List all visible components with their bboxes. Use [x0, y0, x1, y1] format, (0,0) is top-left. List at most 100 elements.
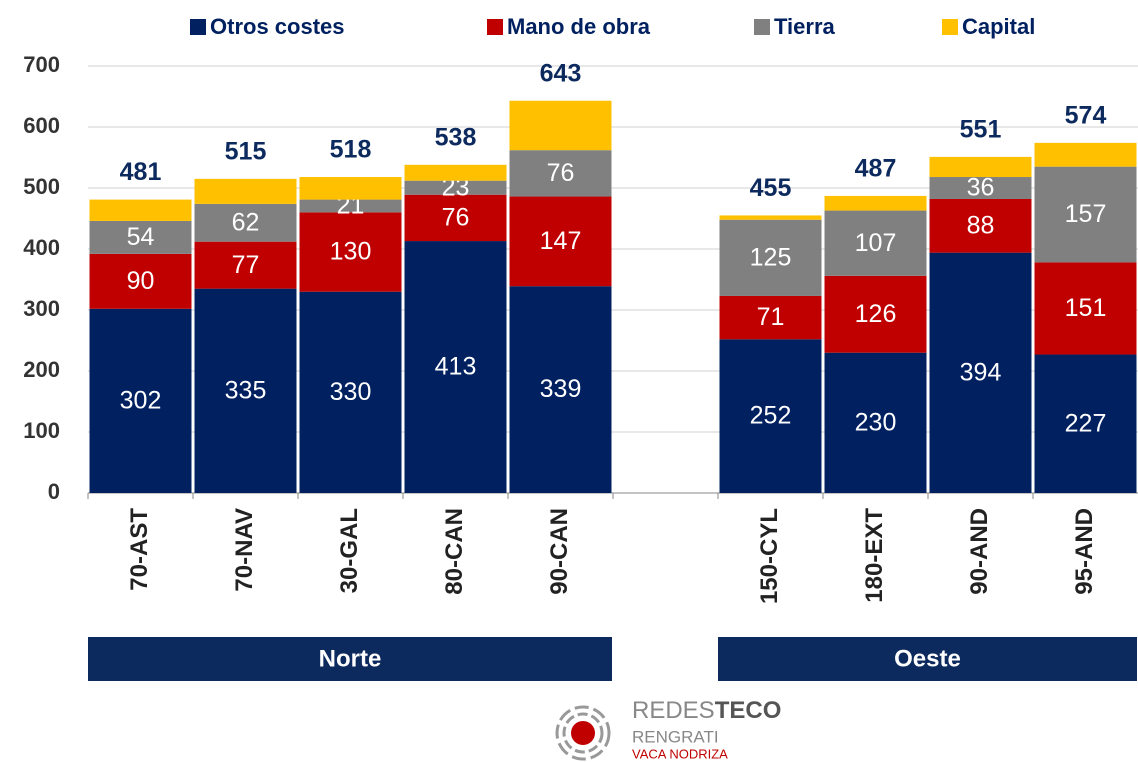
bar-segment	[404, 194, 507, 242]
logo: REDESTECO RENGRATI VACA NODRIZA	[555, 697, 781, 761]
bar-segment	[719, 295, 822, 340]
value-label: 107	[855, 229, 897, 257]
value-label: 330	[330, 378, 372, 406]
x-tick-label: 70-NAV	[231, 508, 258, 592]
value-label: 88	[967, 211, 995, 239]
bar-segment	[1034, 166, 1137, 263]
logo-text: TECO	[715, 697, 782, 724]
y-tick-label: 300	[23, 296, 60, 321]
group-box	[718, 637, 1137, 681]
value-label: 54	[127, 223, 155, 251]
value-label: 126	[855, 300, 897, 328]
bar-segment	[89, 253, 192, 309]
value-label: 335	[225, 376, 267, 404]
value-label: 90	[127, 267, 155, 295]
bar-segment	[509, 100, 612, 151]
bar-segment	[1034, 262, 1137, 355]
total-label: 574	[1065, 101, 1107, 129]
bar-segment	[194, 203, 297, 242]
x-tick-label: 180-EXT	[861, 508, 888, 603]
y-tick-label: 100	[23, 418, 60, 443]
legend-label: Tierra	[774, 14, 836, 39]
total-label: 515	[225, 137, 267, 165]
x-tick-label: 90-AND	[966, 508, 993, 595]
bar-segment	[299, 199, 402, 213]
total-label: 487	[855, 155, 897, 183]
legend-swatch	[942, 19, 958, 35]
value-label: 230	[855, 408, 897, 436]
bar-segment	[929, 252, 1032, 493]
bar-segment	[299, 177, 402, 200]
value-label: 227	[1065, 409, 1107, 437]
value-label: 36	[967, 174, 995, 202]
x-tick-label: 150-CYL	[756, 508, 783, 604]
x-tick-label: 80-CAN	[441, 508, 468, 595]
value-label: 62	[232, 208, 260, 236]
group-label: Oeste	[894, 645, 961, 672]
value-label: 157	[1065, 200, 1107, 228]
logo-dot	[571, 721, 595, 745]
logo-ring	[555, 705, 611, 761]
bar-segment	[509, 196, 612, 287]
logo-ring	[562, 712, 604, 754]
value-label: 147	[540, 227, 582, 255]
value-label: 76	[547, 159, 575, 187]
legend-swatch	[487, 19, 503, 35]
x-tick-label: 70-AST	[126, 508, 153, 591]
y-tick-label: 200	[23, 357, 60, 382]
bar-segment	[194, 241, 297, 289]
bar-segment	[509, 286, 612, 493]
y-tick-label: 400	[23, 235, 60, 260]
logo-text: VACA NODRIZA	[632, 746, 728, 761]
value-label: 339	[540, 375, 582, 403]
bar-segment	[719, 219, 822, 296]
y-tick-label: 0	[48, 479, 60, 504]
value-label: 394	[960, 358, 1002, 386]
legend-swatch	[754, 19, 770, 35]
legend-label: Capital	[962, 14, 1035, 39]
total-label: 643	[540, 59, 582, 87]
group-box	[88, 637, 612, 681]
legend-label: Mano de obra	[507, 14, 651, 39]
y-tick-label: 700	[23, 52, 60, 77]
value-label: 151	[1065, 294, 1107, 322]
x-tick-label: 30-GAL	[336, 508, 363, 593]
total-label: 538	[435, 123, 477, 151]
bar-segment	[509, 150, 612, 197]
bar-segment	[89, 199, 192, 221]
bar-segment	[89, 308, 192, 493]
logo-text: REDES	[632, 697, 715, 724]
value-label: 125	[750, 243, 792, 271]
bar-segment	[299, 212, 402, 292]
bar-segment	[824, 195, 927, 211]
group-label: Norte	[319, 645, 382, 672]
total-label: 481	[120, 158, 162, 186]
bar-segment	[929, 156, 1032, 178]
bar-segment	[194, 288, 297, 493]
y-tick-label: 500	[23, 174, 60, 199]
total-label: 455	[750, 174, 792, 202]
legend-label: Otros costes	[210, 14, 345, 39]
bar-segment	[1034, 142, 1137, 167]
value-label: 71	[757, 303, 785, 331]
bar-segment	[299, 291, 402, 493]
total-label: 518	[330, 136, 372, 164]
value-label: 252	[750, 402, 792, 430]
y-tick-label: 600	[23, 113, 60, 138]
bar-segment	[404, 241, 507, 493]
value-label: 130	[330, 238, 372, 266]
logo-text: RENGRATI	[632, 727, 719, 746]
logo-text: REDESTECO	[632, 697, 781, 724]
bar-segment	[404, 164, 507, 181]
value-label: 76	[442, 203, 470, 231]
bar-segment	[929, 198, 1032, 253]
bar-segment	[1034, 354, 1137, 493]
bar-segment	[824, 210, 927, 276]
value-label: 77	[232, 251, 260, 279]
bar-segment	[404, 180, 507, 195]
x-tick-label: 95-AND	[1071, 508, 1098, 595]
bar-segment	[929, 177, 1032, 199]
x-tick-label: 90-CAN	[546, 508, 573, 595]
bar-segment	[89, 220, 192, 254]
